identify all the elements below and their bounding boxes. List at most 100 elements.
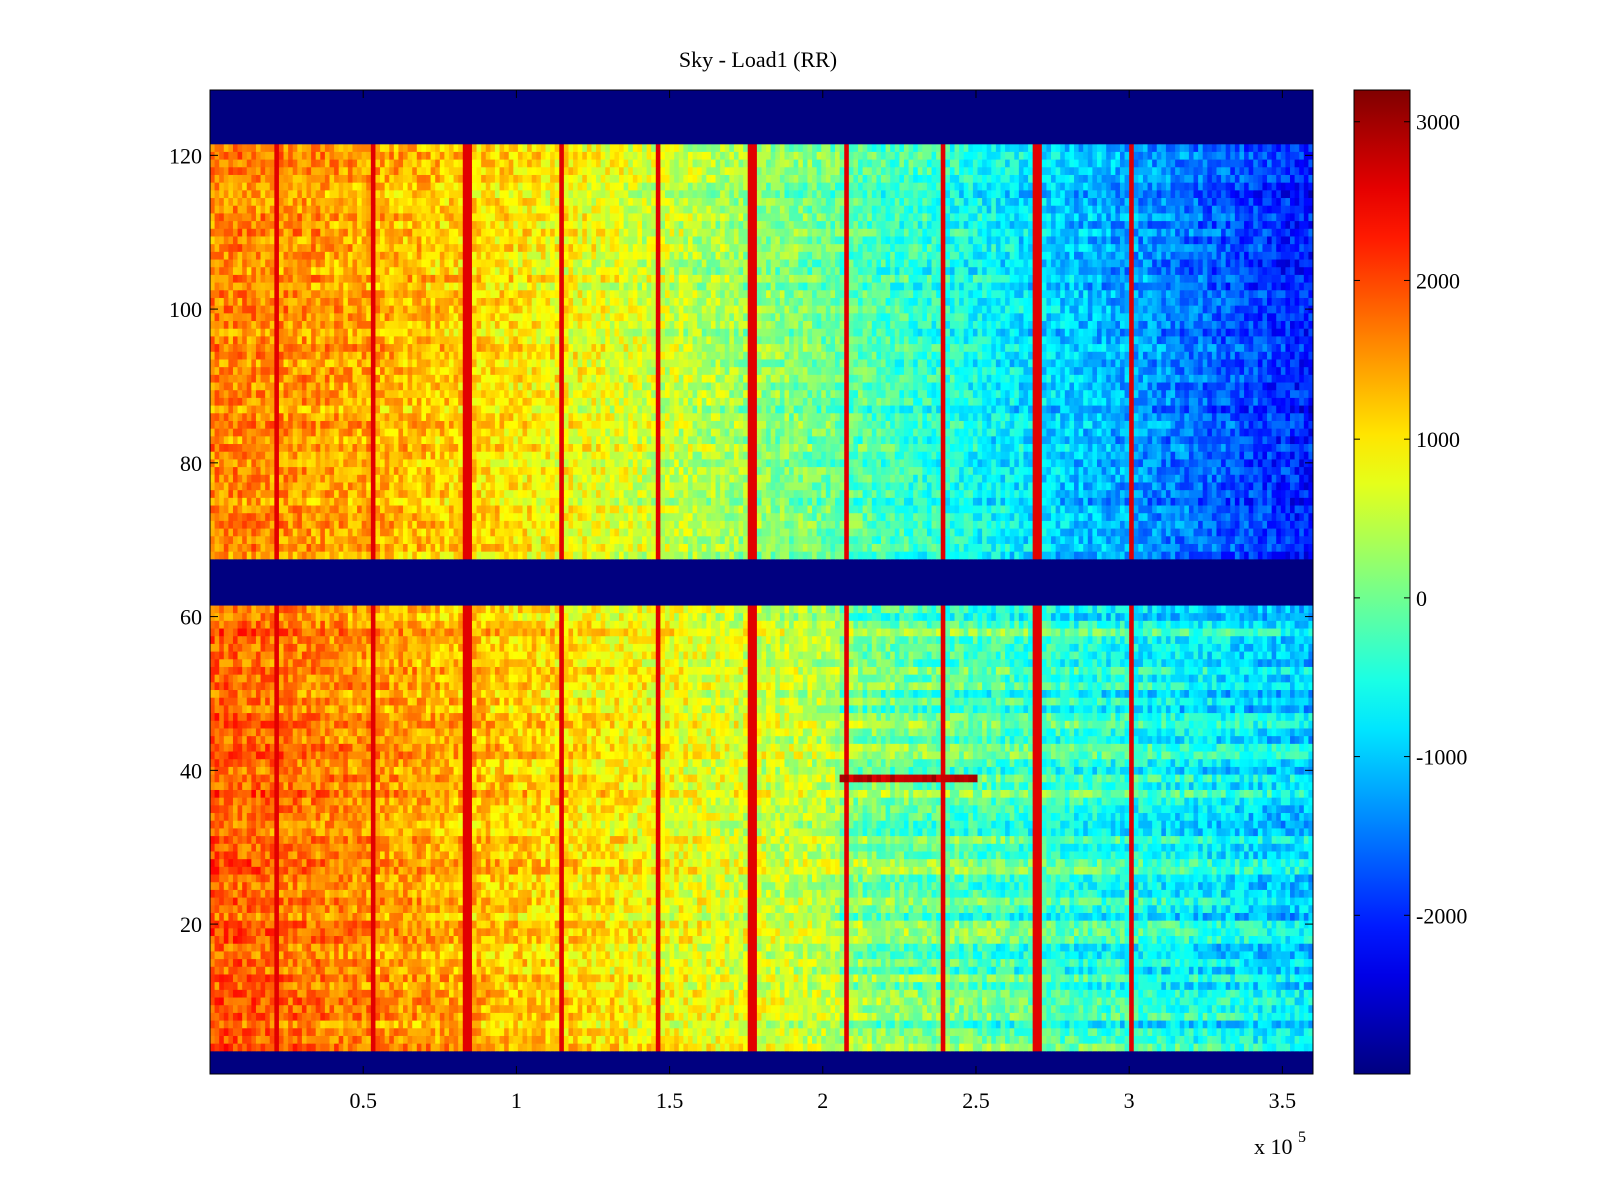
heatmap-cell xyxy=(1295,1043,1300,1051)
heatmap-cell xyxy=(293,1005,298,1013)
heatmap-cell xyxy=(1060,1020,1065,1028)
heatmap-cell xyxy=(1157,1005,1162,1013)
heatmap-cell xyxy=(1175,1028,1180,1036)
heatmap-cell xyxy=(633,1036,638,1044)
heatmap-cell xyxy=(1005,1036,1010,1044)
heatmap-cell xyxy=(812,1028,817,1036)
heatmap-cell xyxy=(426,1028,431,1036)
heatmap-cell xyxy=(329,997,334,1005)
heatmap-cell xyxy=(1239,1043,1244,1051)
heatmap-cell xyxy=(826,1036,831,1044)
heatmap-cell xyxy=(270,997,275,1005)
heatmap-cell xyxy=(284,1036,289,1044)
heatmap-cell xyxy=(895,1043,900,1051)
heatmap-cell xyxy=(1065,1005,1070,1013)
heatmap-cell xyxy=(297,997,302,1005)
heatmap-cell xyxy=(500,1005,505,1013)
heatmap-cell xyxy=(867,1028,872,1036)
heatmap-cell xyxy=(371,1005,376,1013)
heatmap-cell xyxy=(490,1013,495,1021)
heatmap-cell xyxy=(982,1028,987,1036)
heatmap-cell xyxy=(1060,1043,1065,1051)
heatmap-cell xyxy=(523,1036,528,1044)
heatmap-cell xyxy=(398,997,403,1005)
heatmap-cell xyxy=(1037,1036,1042,1044)
heatmap-cell xyxy=(665,1036,670,1044)
heatmap-cell xyxy=(389,1036,394,1044)
heatmap-cell xyxy=(743,1043,748,1051)
heatmap-cell xyxy=(265,1043,270,1051)
heatmap-cell xyxy=(1046,1028,1051,1036)
heatmap-cell xyxy=(1281,1028,1286,1036)
heatmap-cell xyxy=(375,997,380,1005)
heatmap-cell xyxy=(752,1028,757,1036)
heatmap-cell xyxy=(210,997,215,1005)
heatmap-cell xyxy=(1134,1013,1139,1021)
heatmap-cell xyxy=(1299,1005,1304,1013)
heatmap-cell xyxy=(1129,1020,1134,1028)
heatmap-cell xyxy=(1184,1013,1189,1021)
heatmap-cell xyxy=(784,1028,789,1036)
heatmap-cell xyxy=(587,1036,592,1044)
heatmap-cell xyxy=(371,1036,376,1044)
heatmap-cell xyxy=(224,1028,229,1036)
heatmap-cell xyxy=(352,1036,357,1044)
heatmap-cell xyxy=(527,1020,532,1028)
heatmap-cell xyxy=(564,1020,569,1028)
heatmap-cell xyxy=(1106,1043,1111,1051)
heatmap-cell xyxy=(1097,1013,1102,1021)
heatmap-cell xyxy=(339,1020,344,1028)
heatmap-cell xyxy=(1143,1043,1148,1051)
heatmap-cell xyxy=(1258,1020,1263,1028)
heatmap-cell xyxy=(380,1028,385,1036)
heatmap-cell xyxy=(1033,1028,1038,1036)
heatmap-cell xyxy=(1207,1043,1212,1051)
heatmap-cell xyxy=(394,1005,399,1013)
heatmap-cell xyxy=(1046,1020,1051,1028)
heatmap-cell xyxy=(794,1005,799,1013)
heatmap-cell xyxy=(1000,1028,1005,1036)
heatmap-cell xyxy=(863,1020,868,1028)
heatmap-cell xyxy=(1074,1036,1079,1044)
heatmap-cell xyxy=(1056,1043,1061,1051)
heatmap-cell xyxy=(1285,1013,1290,1021)
heatmap-cell xyxy=(458,1028,463,1036)
heatmap-cell xyxy=(996,1005,1001,1013)
heatmap-cell xyxy=(1051,1043,1056,1051)
heatmap-cell xyxy=(1129,1013,1134,1021)
heatmap-cell xyxy=(1010,1020,1015,1028)
heatmap-cell xyxy=(311,1013,316,1021)
heatmap-cell xyxy=(247,1020,252,1028)
heatmap-cell xyxy=(421,1005,426,1013)
heatmap-cell xyxy=(725,1043,730,1051)
heatmap-cell xyxy=(362,1043,367,1051)
heatmap-cell xyxy=(472,1036,477,1044)
heatmap-cell xyxy=(679,1020,684,1028)
heatmap-cell xyxy=(665,1013,670,1021)
heatmap-cell xyxy=(591,1020,596,1028)
heatmap-cell xyxy=(385,1020,390,1028)
heatmap-cell xyxy=(720,1043,725,1051)
heatmap-cell xyxy=(1143,1020,1148,1028)
heatmap-cell xyxy=(853,1020,858,1028)
heatmap-cell xyxy=(881,1005,886,1013)
heatmap-cell xyxy=(918,1036,923,1044)
heatmap-cell xyxy=(389,1005,394,1013)
heatmap-cell xyxy=(817,1036,822,1044)
heatmap-cell xyxy=(886,1020,891,1028)
heatmap-cell xyxy=(500,1020,505,1028)
heatmap-cell xyxy=(904,1043,909,1051)
heatmap-cell xyxy=(1249,1028,1254,1036)
heatmap-cell xyxy=(1216,1036,1221,1044)
heatmap-cell xyxy=(955,1005,960,1013)
heatmap-cell xyxy=(288,1028,293,1036)
heatmap-cell xyxy=(734,1013,739,1021)
heatmap-cell xyxy=(633,1020,638,1028)
heatmap-cell xyxy=(660,1043,665,1051)
heatmap-cell xyxy=(706,1013,711,1021)
heatmap-cell xyxy=(803,1043,808,1051)
heatmap-cell xyxy=(559,1036,564,1044)
heatmap-cell xyxy=(628,997,633,1005)
heatmap-cell xyxy=(1171,1036,1176,1044)
heatmap-cell xyxy=(996,1020,1001,1028)
